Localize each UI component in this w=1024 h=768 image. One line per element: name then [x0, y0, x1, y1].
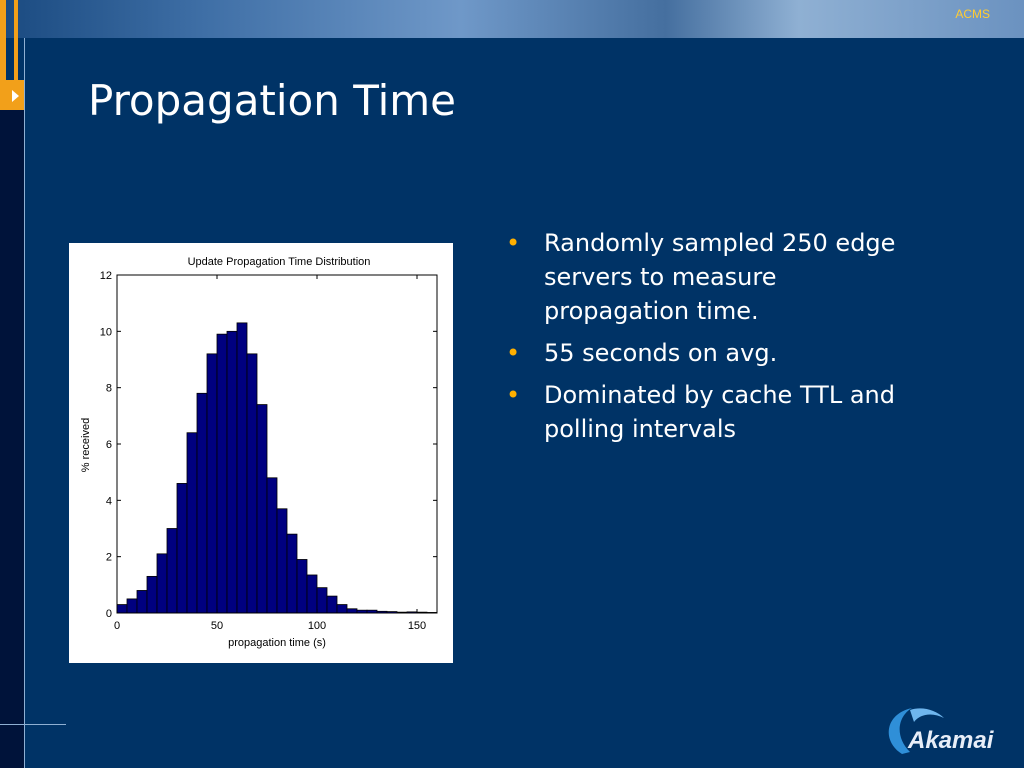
- histogram-bar: [126, 598, 138, 614]
- x-tick-label: 100: [308, 620, 326, 632]
- histogram-bar: [136, 590, 148, 614]
- y-tick-label: 6: [106, 439, 112, 451]
- y-tick-label: 4: [106, 495, 112, 507]
- histogram-bar: [116, 604, 128, 614]
- akamai-wave-icon: [888, 708, 944, 754]
- bullet-text: Randomly sampled 250 edge servers to mea…: [544, 229, 896, 325]
- x-axis-label: propagation time (s): [228, 637, 326, 649]
- histogram-bar: [276, 508, 288, 614]
- histogram-bar: [206, 353, 218, 614]
- histogram-bar: [146, 575, 158, 614]
- histogram-bar: [286, 533, 298, 614]
- histogram-bar: [306, 574, 318, 614]
- accent-stripe-secondary: [14, 0, 18, 80]
- histogram-bar: [316, 587, 328, 614]
- histogram-bar: [336, 604, 348, 614]
- histogram-bar: [256, 404, 268, 614]
- play-arrow-icon[interactable]: [12, 90, 19, 102]
- bullet-item: • Dominated by cache TTL and polling inte…: [506, 378, 926, 446]
- y-axis-label: % received: [80, 418, 92, 472]
- bullet-dot-icon: •: [506, 229, 521, 257]
- y-tick-label: 12: [100, 270, 112, 282]
- left-rail: [0, 110, 24, 768]
- bars-group: [116, 322, 438, 614]
- histogram-bar: [326, 595, 338, 614]
- histogram-bar: [246, 353, 258, 614]
- bullet-item: • 55 seconds on avg.: [506, 336, 926, 370]
- histogram-bar: [296, 559, 308, 614]
- histogram-svg: Update Propagation Time Distribution pro…: [80, 256, 438, 649]
- corner-label: ACMS: [955, 7, 990, 21]
- histogram-bar: [346, 608, 358, 614]
- slide-title: Propagation Time: [88, 76, 457, 125]
- histogram-bar: [176, 483, 188, 614]
- histogram-bar: [166, 528, 178, 614]
- histogram-bar: [216, 333, 228, 614]
- y-tick-label: 0: [106, 608, 112, 620]
- histogram-bar: [236, 322, 248, 614]
- bullet-dot-icon: •: [506, 339, 521, 367]
- header-bar: ACMS: [0, 0, 1024, 38]
- logo-text: Akamai: [908, 727, 994, 754]
- histogram-bar: [156, 553, 168, 614]
- histogram-bar: [266, 477, 278, 614]
- y-tick-label: 8: [106, 383, 112, 395]
- rail-divider: [24, 38, 25, 768]
- x-tick-label: 50: [211, 620, 223, 632]
- x-tick-label: 0: [114, 620, 120, 632]
- histogram-bar: [186, 432, 198, 614]
- x-tick-label: 150: [408, 620, 426, 632]
- bullet-text: Dominated by cache TTL and polling inter…: [544, 381, 895, 443]
- histogram-chart: Update Propagation Time Distribution pro…: [69, 243, 453, 663]
- histogram-bar: [196, 392, 208, 614]
- bullet-dot-icon: •: [506, 381, 521, 409]
- chart-title: Update Propagation Time Distribution: [188, 256, 371, 268]
- y-tick-label: 2: [106, 552, 112, 564]
- histogram-bar: [226, 330, 238, 614]
- accent-stripe: [0, 0, 6, 110]
- rail-bottom-divider: [0, 724, 66, 725]
- bullet-text: 55 seconds on avg.: [544, 339, 778, 367]
- bullet-list: • Randomly sampled 250 edge servers to me…: [506, 226, 926, 454]
- y-tick-label: 10: [100, 326, 112, 338]
- bullet-item: • Randomly sampled 250 edge servers to me…: [506, 226, 926, 328]
- axes-group: 0 50 100 150 0 2 4 6 8 10 12: [100, 270, 438, 632]
